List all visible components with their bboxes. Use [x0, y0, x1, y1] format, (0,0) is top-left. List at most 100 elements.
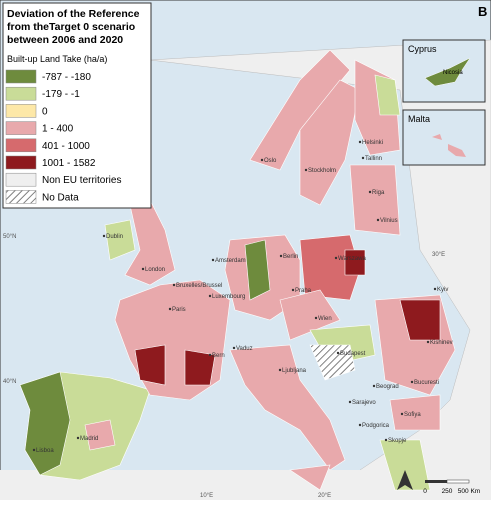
city-label: Luxembourg: [212, 294, 245, 300]
city-label: Stockholm: [308, 168, 336, 174]
inset-title: Cyprus: [408, 44, 437, 54]
city-label: Amsterdam: [215, 258, 246, 264]
city-dot: [376, 218, 380, 222]
city-dot: [368, 190, 372, 194]
city-label: Ljubljana: [282, 368, 307, 374]
malta-inset: [402, 109, 486, 166]
city-label: Warszawa: [338, 256, 366, 262]
panel-label: B: [478, 4, 487, 19]
scale-bar: [446, 479, 470, 484]
legend-label: 0: [42, 106, 48, 117]
city-label: Dublin: [106, 234, 123, 240]
city-dot: [334, 256, 338, 260]
city-dot: [278, 368, 282, 372]
city-dot: [348, 400, 352, 404]
finland-east: [374, 74, 401, 116]
scale-bar: [425, 480, 447, 483]
city-label: Bruxelles/Brussel: [176, 283, 222, 289]
legend-label: -179 - -1: [42, 89, 80, 100]
city-dot: [211, 258, 215, 262]
city-label: Beograd: [376, 384, 399, 390]
norway: [249, 49, 351, 171]
czechia-austria: [279, 289, 341, 341]
legend-swatch: [5, 104, 37, 118]
city-dot: [102, 234, 106, 238]
sicily: [289, 464, 331, 491]
sweden: [299, 79, 361, 206]
scale-label: 0: [423, 488, 427, 495]
city-label: Vaduz: [236, 346, 253, 352]
france-southwest: [134, 344, 166, 386]
city-dot: [426, 340, 430, 344]
city-label: Helsinki: [362, 140, 383, 146]
city-dot: [172, 283, 176, 287]
madrid-region: [84, 419, 116, 451]
city-label: Budapest: [340, 351, 366, 357]
legend-label: -787 - -180: [42, 72, 91, 83]
city-label: Praha: [295, 288, 312, 294]
city-dot: [358, 423, 362, 427]
city-label: Podgorica: [362, 423, 390, 429]
city-label: Paris: [172, 307, 186, 313]
iberia-west: [19, 371, 71, 476]
legend-label: 1 - 400: [42, 124, 74, 135]
inset-city: Nicosia: [443, 70, 463, 76]
city-label: Wien: [318, 316, 332, 322]
cyprus-shape: [424, 57, 471, 87]
city-dot: [32, 448, 36, 452]
city-label: Madrid: [80, 436, 98, 442]
city-dot: [141, 267, 145, 271]
north-arrow: [397, 470, 413, 490]
city-dot: [208, 294, 212, 298]
city-dot: [336, 351, 340, 355]
north-africa: [0, 470, 491, 500]
legend-swatch: [5, 172, 37, 187]
city-dot: [358, 140, 362, 144]
poland-east: [344, 249, 366, 276]
baltics: [349, 164, 401, 236]
city-label: Lisboa: [36, 448, 54, 454]
city-label: Bucuresti: [414, 380, 439, 386]
graticule-label: 20°E: [318, 493, 331, 499]
city-label: Oslo: [264, 158, 277, 164]
city-dot: [304, 168, 308, 172]
city-label: Sarajevo: [352, 400, 376, 406]
malta-shape: [432, 134, 466, 157]
city-label: London: [145, 267, 165, 273]
legend-label: No Data: [42, 192, 79, 203]
city-dot: [208, 353, 212, 357]
city-label: Riga: [372, 190, 385, 196]
graticule-label: 10°E: [200, 493, 213, 499]
city-label: Berlin: [283, 254, 298, 260]
legend-swatch: [5, 190, 37, 204]
graticule-label: 50°N: [3, 234, 16, 240]
uk: [124, 199, 176, 286]
graticule-label: 30°E: [432, 252, 445, 258]
legend-title: between 2006 and 2020: [7, 34, 123, 46]
city-dot: [400, 412, 404, 416]
legend-swatch: [5, 69, 37, 84]
legend-label: 401 - 1000: [42, 141, 90, 152]
scale-label: 250: [442, 488, 453, 495]
city-label: Tallinn: [365, 156, 382, 162]
city-label: Kishinev: [430, 340, 453, 346]
greece: [379, 439, 431, 491]
legend-swatch: [5, 121, 37, 135]
legend-title: from theTarget 0 scenario: [7, 21, 135, 33]
city-label: Vilnius: [380, 218, 398, 224]
inset-title: Malta: [408, 114, 430, 124]
city-dot: [279, 254, 283, 258]
city-dot: [76, 436, 80, 440]
city-label: Kyiv: [437, 287, 448, 293]
city-label: Sofiya: [404, 412, 421, 418]
city-label: Skopje: [388, 438, 407, 444]
legend-swatch: [5, 138, 37, 153]
city-dot: [232, 346, 236, 350]
france-southeast: [184, 349, 216, 386]
legend-title: Deviation of the Reference: [7, 8, 140, 20]
legend-swatch: [5, 155, 37, 170]
city-dot: [410, 380, 414, 384]
no-data-area: [309, 344, 356, 381]
city-dot: [433, 287, 437, 291]
